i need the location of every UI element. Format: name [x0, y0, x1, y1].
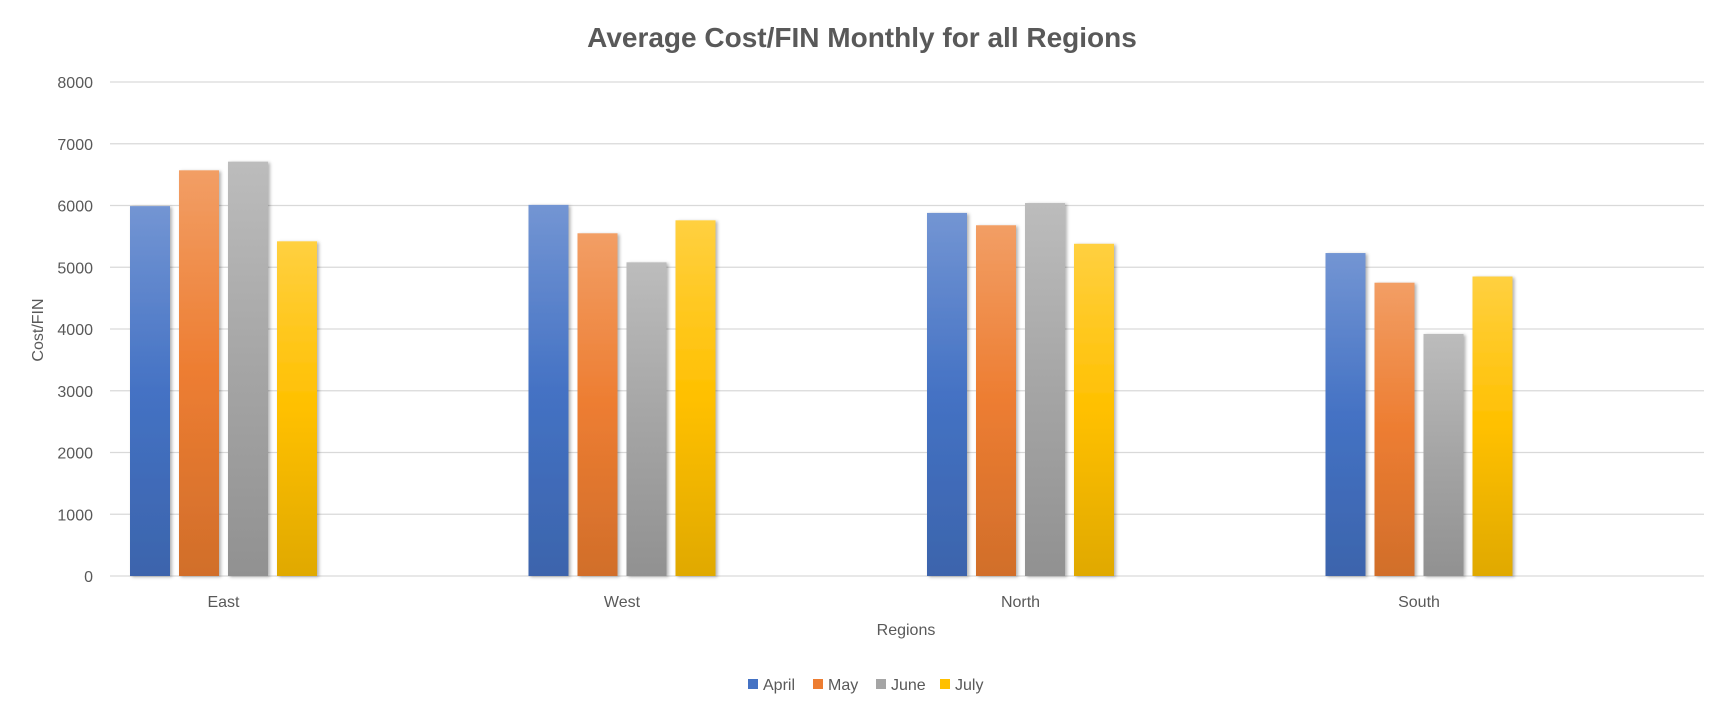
legend: April May June July [748, 677, 983, 694]
x-tick-label: East [207, 594, 240, 611]
bar-east-june [228, 161, 268, 576]
bars [130, 161, 1513, 577]
bar-south-april [1325, 253, 1366, 577]
y-axis-title: Cost/FIN [30, 298, 47, 361]
bar-north-july [1074, 243, 1114, 576]
y-axis-ticks: 0 1000 2000 3000 4000 5000 6000 7000 8000 [57, 75, 93, 586]
legend-item-may: May [813, 677, 858, 694]
bar-west-may [577, 233, 618, 576]
bar-north-april [927, 212, 967, 576]
bar-south-may [1374, 282, 1415, 576]
bar-west-july [675, 220, 716, 576]
legend-swatch [876, 679, 886, 689]
legend-item-april: April [748, 677, 795, 694]
legend-swatch [813, 679, 823, 689]
bar-west-april [528, 204, 569, 576]
bar-east-april [130, 206, 170, 576]
bar-south-july [1472, 276, 1513, 576]
bar-west-june [626, 262, 667, 576]
bar-east-july [277, 241, 317, 576]
y-tick-label: 3000 [57, 384, 93, 401]
x-tick-label: North [1001, 594, 1040, 611]
chart-title: Average Cost/FIN Monthly for all Regions [587, 22, 1137, 53]
legend-item-june: June [876, 677, 926, 694]
x-tick-label: West [604, 594, 641, 611]
legend-label: July [955, 677, 983, 694]
y-tick-label: 1000 [57, 507, 93, 524]
y-tick-label: 8000 [57, 75, 93, 92]
gridlines [110, 81, 1704, 577]
bar-north-june [1025, 203, 1065, 576]
legend-label: May [828, 677, 858, 694]
y-tick-label: 5000 [57, 260, 93, 277]
y-tick-label: 0 [84, 569, 93, 586]
y-tick-label: 4000 [57, 322, 93, 339]
legend-item-july: July [940, 677, 983, 694]
y-tick-label: 2000 [57, 446, 93, 463]
bar-north-may [976, 225, 1016, 576]
x-axis-title: Regions [877, 622, 936, 639]
y-tick-label: 6000 [57, 199, 93, 216]
legend-swatch [940, 679, 950, 689]
y-tick-label: 7000 [57, 137, 93, 154]
x-axis-ticks: East West North South [207, 594, 1439, 611]
legend-label: April [763, 677, 795, 694]
legend-swatch [748, 679, 758, 689]
legend-label: June [891, 677, 926, 694]
bar-south-june [1423, 333, 1464, 576]
x-tick-label: South [1398, 594, 1440, 611]
bar-east-may [179, 170, 219, 577]
